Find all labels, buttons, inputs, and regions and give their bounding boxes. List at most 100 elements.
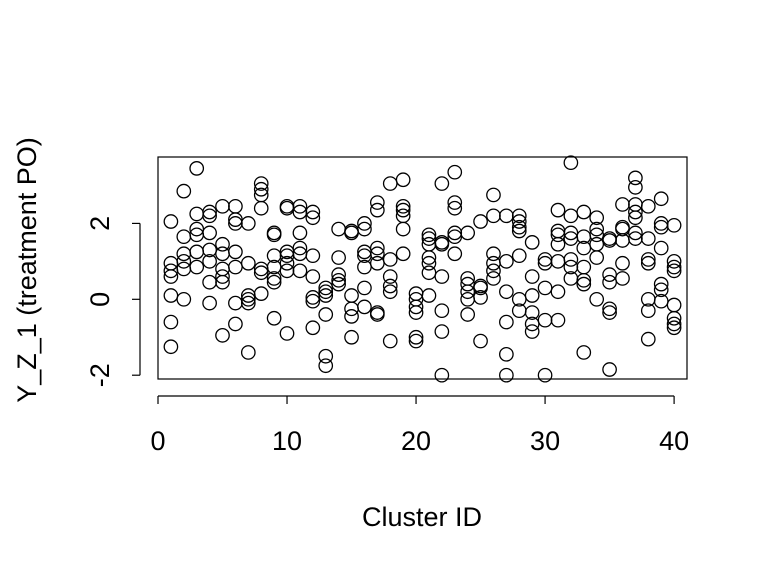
data-point — [537, 280, 553, 296]
data-point — [421, 288, 437, 303]
data-point — [395, 208, 411, 224]
data-point — [163, 269, 179, 284]
data-point — [460, 276, 476, 292]
data-point — [369, 307, 385, 322]
data-point — [511, 214, 527, 229]
data-point — [434, 176, 450, 191]
data-point — [511, 219, 527, 235]
y-tick-label: -2 — [85, 363, 115, 387]
data-point — [628, 204, 643, 220]
data-point — [318, 358, 334, 374]
data-point — [215, 198, 230, 214]
data-point — [305, 293, 321, 309]
data-point — [240, 345, 256, 360]
data-point — [189, 221, 205, 237]
data-point — [305, 210, 321, 226]
data-point — [189, 161, 205, 176]
data-point — [202, 254, 217, 269]
data-point — [524, 235, 540, 250]
data-point — [266, 271, 282, 286]
data-point — [524, 288, 540, 303]
data-point — [344, 309, 359, 324]
data-point — [563, 208, 579, 224]
data-point — [163, 263, 179, 279]
data-point — [318, 307, 334, 322]
y-tick-label: 2 — [85, 216, 115, 231]
data-point — [511, 248, 527, 264]
data-point — [499, 254, 514, 269]
data-point — [240, 216, 256, 231]
data-point — [395, 221, 411, 237]
data-point — [202, 208, 217, 224]
data-point — [486, 246, 501, 262]
data-point — [331, 221, 346, 237]
data-point — [666, 254, 682, 269]
data-point — [460, 284, 476, 300]
data-point — [163, 339, 179, 355]
data-point — [666, 217, 682, 233]
data-point — [202, 295, 217, 311]
data-point — [666, 263, 682, 279]
data-point — [240, 291, 256, 307]
data-point — [305, 248, 321, 264]
data-point — [382, 176, 398, 191]
data-point — [628, 197, 643, 212]
data-point — [357, 280, 372, 296]
data-point — [395, 246, 411, 262]
data-point — [550, 223, 566, 239]
data-point — [640, 231, 656, 246]
data-point — [550, 312, 566, 328]
data-point — [305, 269, 321, 284]
data-point — [653, 219, 669, 235]
data-point — [202, 204, 217, 220]
data-point — [279, 255, 295, 271]
data-point — [369, 202, 385, 218]
data-point — [602, 267, 617, 282]
data-point — [563, 252, 579, 267]
data-point — [215, 261, 230, 277]
data-point — [202, 274, 217, 290]
data-point — [305, 290, 321, 305]
data-point — [511, 208, 527, 224]
data-point — [228, 316, 243, 332]
data-point — [292, 204, 308, 220]
data-point — [292, 246, 308, 262]
data-point — [253, 286, 269, 301]
data-point — [266, 227, 282, 243]
data-point — [382, 269, 398, 284]
data-point — [176, 291, 192, 307]
data-point — [486, 255, 501, 271]
data-point — [666, 316, 682, 332]
data-point — [640, 255, 656, 271]
data-point — [331, 272, 346, 288]
data-point — [550, 284, 566, 300]
data-point — [344, 301, 359, 317]
data-point — [408, 299, 424, 315]
x-tick-label: 20 — [401, 426, 431, 456]
data-point — [253, 261, 269, 277]
data-point — [576, 259, 592, 275]
data-point — [524, 305, 540, 320]
data-point — [292, 240, 308, 256]
data-point — [473, 290, 488, 305]
data-point — [331, 276, 346, 292]
data-point — [524, 324, 540, 339]
data-point — [292, 263, 308, 279]
x-tick-label: 10 — [272, 426, 302, 456]
data-point — [447, 229, 463, 245]
data-point — [615, 197, 630, 212]
data-point — [576, 204, 592, 220]
data-points — [163, 155, 682, 383]
data-point — [305, 320, 321, 336]
data-point — [550, 202, 566, 218]
data-point — [395, 198, 411, 214]
data-point — [434, 367, 450, 383]
data-point — [408, 329, 424, 345]
data-point — [369, 195, 385, 210]
data-point — [666, 320, 682, 336]
data-point — [163, 214, 179, 229]
data-point — [318, 284, 334, 300]
data-point — [176, 261, 192, 277]
data-point — [447, 164, 463, 180]
data-point — [318, 280, 334, 296]
